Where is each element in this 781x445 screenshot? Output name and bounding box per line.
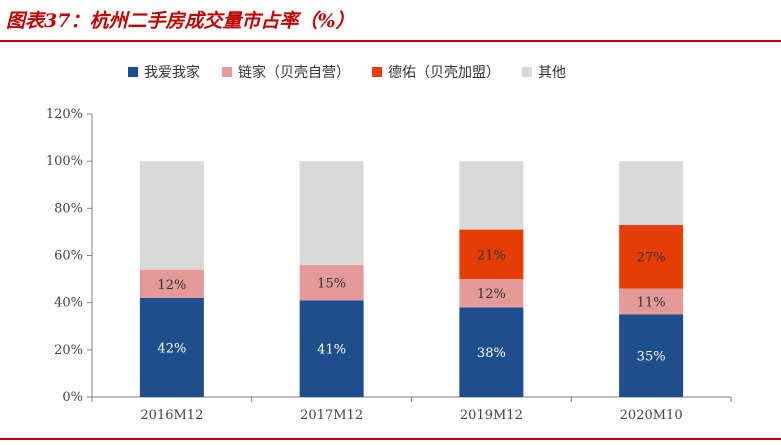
bar-segment — [459, 161, 524, 230]
x-tick-label: 2020M10 — [620, 408, 683, 423]
bar-segment — [619, 224, 684, 289]
bar-segment — [619, 288, 684, 315]
bar-segment — [459, 229, 524, 280]
footer-divider — [0, 438, 781, 440]
x-tick-label: 2016M12 — [140, 408, 203, 423]
data-label: 42% — [157, 341, 186, 356]
legend-item: 其他 — [522, 62, 566, 82]
data-label: 11% — [637, 295, 666, 310]
y-tick-label: 20% — [54, 343, 83, 358]
bar-segment — [299, 300, 364, 397]
x-tick-label: 2019M12 — [460, 408, 523, 423]
legend-item: 链家（贝壳自营） — [222, 62, 350, 82]
chart-title: 图表37：杭州二手房成交量市占率（%） — [6, 10, 355, 32]
legend-swatch — [372, 67, 382, 77]
bar-segment — [459, 279, 524, 308]
y-tick-label: 40% — [54, 296, 83, 311]
bar-segment — [139, 269, 204, 298]
legend-label: 链家（贝壳自营） — [238, 65, 350, 81]
data-label: 15% — [317, 277, 346, 292]
legend-swatch — [128, 67, 138, 77]
x-tick-label: 2017M12 — [300, 408, 363, 423]
bar-segment — [299, 264, 364, 301]
legend-swatch — [522, 67, 532, 77]
legend-label: 德佑（贝壳加盟） — [388, 65, 500, 81]
bar-segment — [619, 314, 684, 397]
data-label: 38% — [477, 346, 506, 361]
bar-segment — [619, 161, 684, 225]
y-tick-label: 120% — [46, 107, 83, 122]
y-tick-label: 60% — [54, 249, 83, 264]
data-label: 21% — [477, 248, 506, 263]
title-divider — [0, 40, 781, 42]
data-label: 41% — [317, 343, 346, 358]
legend-swatch — [222, 67, 232, 77]
legend-item: 德佑（贝壳加盟） — [372, 62, 500, 82]
legend-label: 其他 — [538, 65, 566, 81]
y-tick-label: 0% — [62, 390, 83, 405]
y-tick-label: 100% — [46, 154, 83, 169]
data-label: 35% — [637, 350, 666, 365]
data-label: 12% — [157, 278, 186, 293]
bar-segment — [139, 297, 204, 397]
data-label: 27% — [637, 251, 666, 266]
bar-segment — [299, 161, 364, 265]
legend-label: 我爱我家 — [144, 65, 200, 81]
data-label: 12% — [477, 287, 506, 302]
y-tick-label: 80% — [54, 201, 83, 216]
legend-item: 我爱我家 — [128, 62, 200, 82]
legend: 我爱我家 链家（贝壳自营） 德佑（贝壳加盟） 其他 — [128, 62, 566, 82]
bar-segment — [459, 307, 524, 397]
bar-segment — [139, 161, 204, 270]
